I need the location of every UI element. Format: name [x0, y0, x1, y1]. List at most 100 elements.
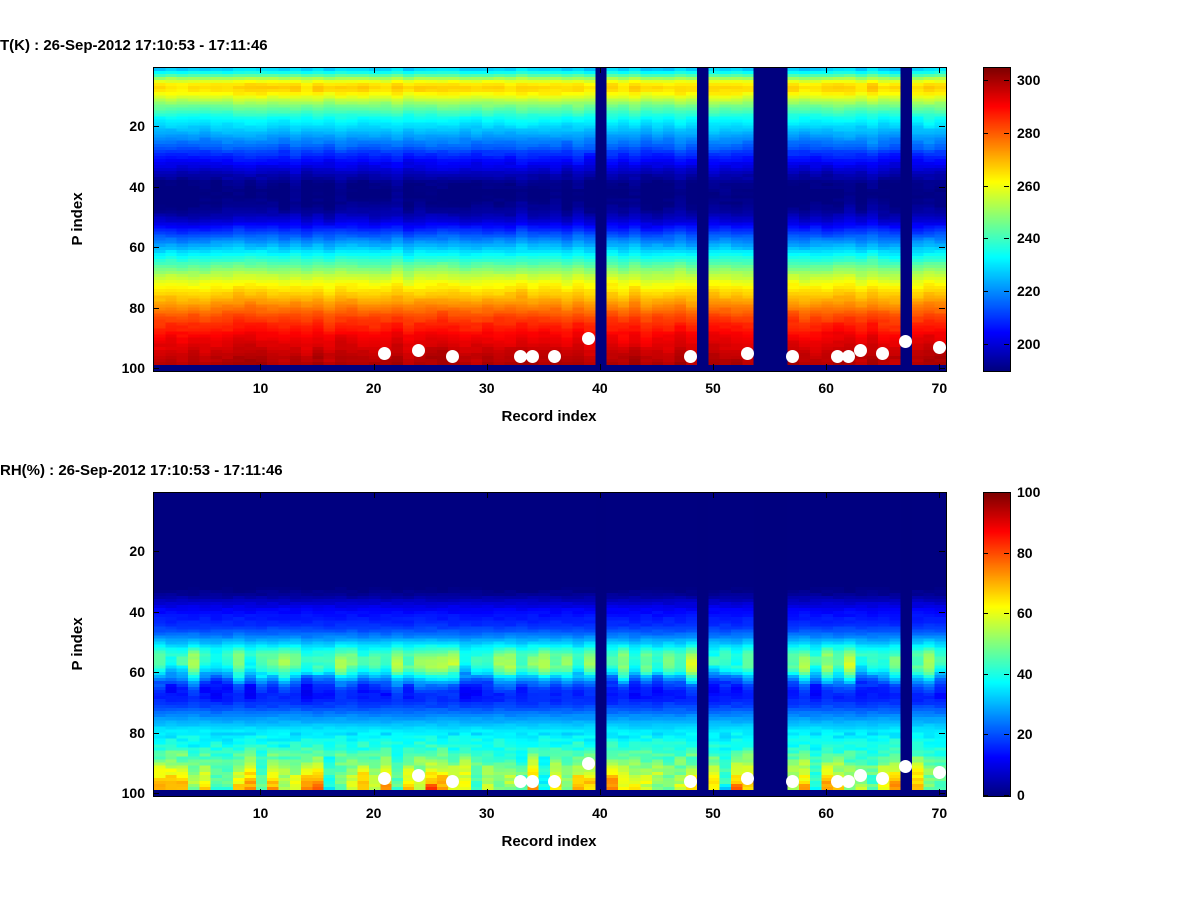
y-axis-tick-label: 20: [129, 543, 145, 560]
colorbar-tick-right: [1004, 185, 1009, 187]
data-marker[interactable]: [842, 349, 856, 363]
data-marker[interactable]: [378, 771, 392, 785]
y-axis-tick-label: 40: [129, 603, 145, 620]
heatmap-axes-temperature[interactable]: [153, 67, 947, 372]
x-axis-tick-label: 50: [705, 805, 721, 821]
data-marker[interactable]: [548, 349, 562, 363]
data-marker[interactable]: [898, 759, 912, 773]
x-axis-tick: [826, 789, 828, 795]
data-marker[interactable]: [683, 349, 697, 363]
colorbar-tick-label: 40: [1017, 665, 1033, 682]
colorbar-tick-right: [1004, 492, 1009, 493]
colorbar-tick-label: 200: [1017, 335, 1041, 352]
x-axis-tick-top: [826, 67, 828, 73]
data-marker[interactable]: [446, 774, 460, 788]
heatmap-image-temperature: [154, 68, 946, 371]
colorbar-relative-humidity[interactable]: [983, 492, 1011, 797]
data-marker[interactable]: [378, 346, 392, 360]
data-marker[interactable]: [831, 774, 844, 788]
y-axis-tick: [153, 611, 159, 613]
y-axis-tick-right: [939, 732, 945, 734]
data-marker[interactable]: [582, 756, 596, 770]
data-marker[interactable]: [740, 346, 754, 360]
colorbar-tick-label: 20: [1017, 726, 1033, 743]
x-axis-tick-label: 30: [478, 380, 495, 396]
x-axis-tick-label: 50: [705, 380, 721, 396]
y-axis-tick: [153, 551, 159, 553]
y-axis-tick-right: [939, 793, 945, 795]
heatmap-image-relative-humidity: [154, 493, 946, 796]
colorbar-tick: [983, 734, 988, 736]
x-axis-tick-top: [373, 67, 375, 73]
colorbar-tick: [983, 290, 988, 292]
data-marker[interactable]: [831, 349, 844, 363]
data-marker[interactable]: [853, 343, 867, 357]
data-marker[interactable]: [548, 774, 562, 788]
colorbar-tick: [983, 795, 988, 796]
colorbar-tick-label: 0: [1017, 787, 1025, 803]
colorbar-tick-right: [1004, 80, 1009, 82]
data-marker[interactable]: [932, 340, 946, 354]
data-marker[interactable]: [876, 771, 890, 785]
colorbar-tick: [983, 132, 988, 134]
data-marker[interactable]: [525, 349, 539, 363]
colorbar-tick-right: [1004, 673, 1009, 675]
colorbar-tick-label: 220: [1017, 282, 1041, 299]
data-marker[interactable]: [842, 774, 856, 788]
x-axis-tick: [826, 364, 828, 370]
y-axis-tick-right: [939, 307, 945, 309]
x-axis-tick-top: [939, 492, 941, 498]
x-axis-tick: [599, 364, 601, 370]
data-marker[interactable]: [412, 343, 426, 357]
x-axis-tick-label: 10: [252, 805, 269, 821]
colorbar-tick: [983, 552, 988, 554]
y-axis-tick-right: [939, 672, 945, 674]
data-marker[interactable]: [740, 771, 754, 785]
x-axis-tick-label: 60: [818, 380, 834, 396]
colorbar-temperature[interactable]: [983, 67, 1011, 372]
y-axis-tick-label: 20: [129, 118, 145, 135]
data-marker[interactable]: [898, 334, 912, 348]
data-marker[interactable]: [785, 349, 799, 363]
x-axis-tick-label: 70: [931, 805, 948, 821]
data-marker[interactable]: [932, 765, 946, 779]
data-marker[interactable]: [876, 346, 890, 360]
y-axis-tick-right: [939, 247, 945, 249]
colorbar-tick-right: [1004, 238, 1009, 240]
data-marker[interactable]: [514, 349, 528, 363]
x-axis-tick: [260, 789, 262, 795]
y-axis-tick-right: [939, 126, 945, 128]
data-marker[interactable]: [525, 774, 539, 788]
x-axis-tick-top: [486, 67, 488, 73]
data-marker[interactable]: [853, 768, 867, 782]
x-axis-tick-label: 40: [592, 380, 608, 396]
colorbar-tick-right: [1004, 552, 1009, 554]
x-axis-label: Record index: [501, 408, 597, 425]
data-marker[interactable]: [446, 349, 460, 363]
y-axis-tick-right: [939, 611, 945, 613]
data-marker[interactable]: [683, 774, 697, 788]
colorbar-tick: [983, 80, 988, 82]
colorbar-tick-label: 60: [1017, 605, 1033, 622]
colorbar-tick-label: 300: [1017, 72, 1041, 89]
x-axis-tick-label: 40: [592, 805, 608, 821]
y-axis-tick-label: 80: [129, 299, 145, 316]
data-marker[interactable]: [785, 774, 799, 788]
x-axis-tick: [599, 789, 601, 795]
x-axis-tick: [373, 789, 375, 795]
y-axis-tick-right: [939, 551, 945, 553]
y-axis-tick: [153, 793, 159, 795]
colorbar-tick-label: 240: [1017, 230, 1041, 247]
data-marker[interactable]: [582, 331, 596, 345]
x-axis-tick: [260, 364, 262, 370]
x-axis-tick-top: [260, 67, 262, 73]
colorbar-tick: [983, 343, 988, 345]
x-axis-tick: [486, 364, 488, 370]
colorbar-tick: [983, 185, 988, 187]
x-axis-tick-label: 30: [478, 805, 495, 821]
heatmap-axes-relative-humidity[interactable]: [153, 492, 947, 797]
data-marker[interactable]: [412, 768, 426, 782]
colorbar-gradient: [984, 68, 1010, 371]
data-marker[interactable]: [514, 774, 528, 788]
y-axis-tick: [153, 126, 159, 128]
